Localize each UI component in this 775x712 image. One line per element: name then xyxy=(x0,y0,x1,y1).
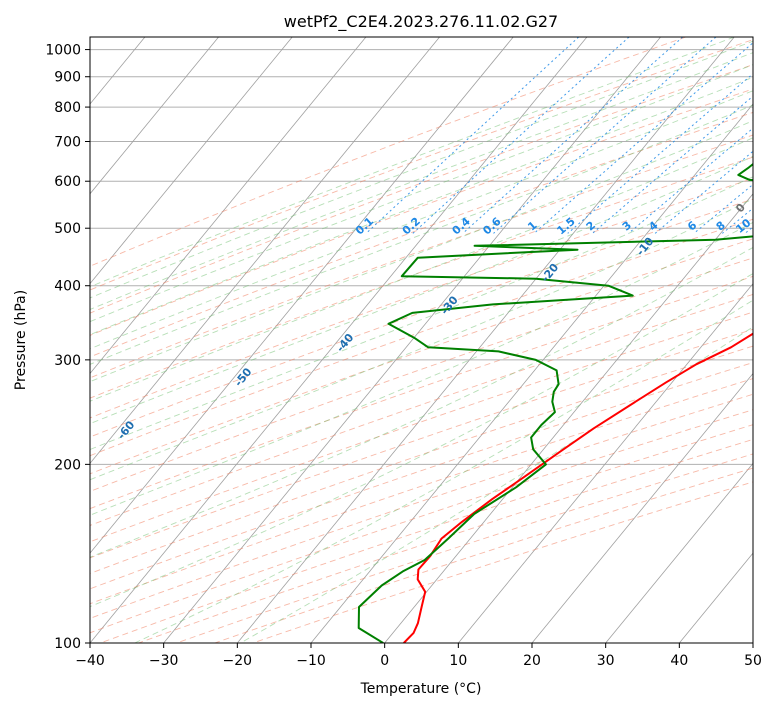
y-tick-label: 900 xyxy=(54,70,81,86)
y-tick-label: 800 xyxy=(54,100,81,116)
y-tick-label: 700 xyxy=(54,134,81,150)
x-tick-label: 0 xyxy=(380,653,389,669)
x-tick-label: −40 xyxy=(75,653,105,669)
x-tick-label: 10 xyxy=(449,653,467,669)
y-tick-label: 300 xyxy=(54,353,81,369)
y-tick-label: 600 xyxy=(54,174,81,190)
x-tick-label: 20 xyxy=(523,653,541,669)
x-tick-label: −30 xyxy=(149,653,179,669)
x-tick-label: 30 xyxy=(597,653,615,669)
x-tick-label: 50 xyxy=(744,653,762,669)
y-tick-label: 200 xyxy=(54,457,81,473)
y-tick-label: 400 xyxy=(54,279,81,295)
x-tick-label: −10 xyxy=(296,653,326,669)
y-tick-label: 1000 xyxy=(45,43,81,59)
x-tick-label: 40 xyxy=(670,653,688,669)
y-tick-label: 100 xyxy=(54,636,81,652)
y-axis-title: Pressure (hPa) xyxy=(13,290,29,390)
y-tick-label: 500 xyxy=(54,221,81,237)
x-tick-label: −20 xyxy=(223,653,253,669)
x-axis-title: Temperature (°C) xyxy=(360,681,482,697)
chart-title: wetPf2_C2E4.2023.276.11.02.G27 xyxy=(284,12,558,32)
